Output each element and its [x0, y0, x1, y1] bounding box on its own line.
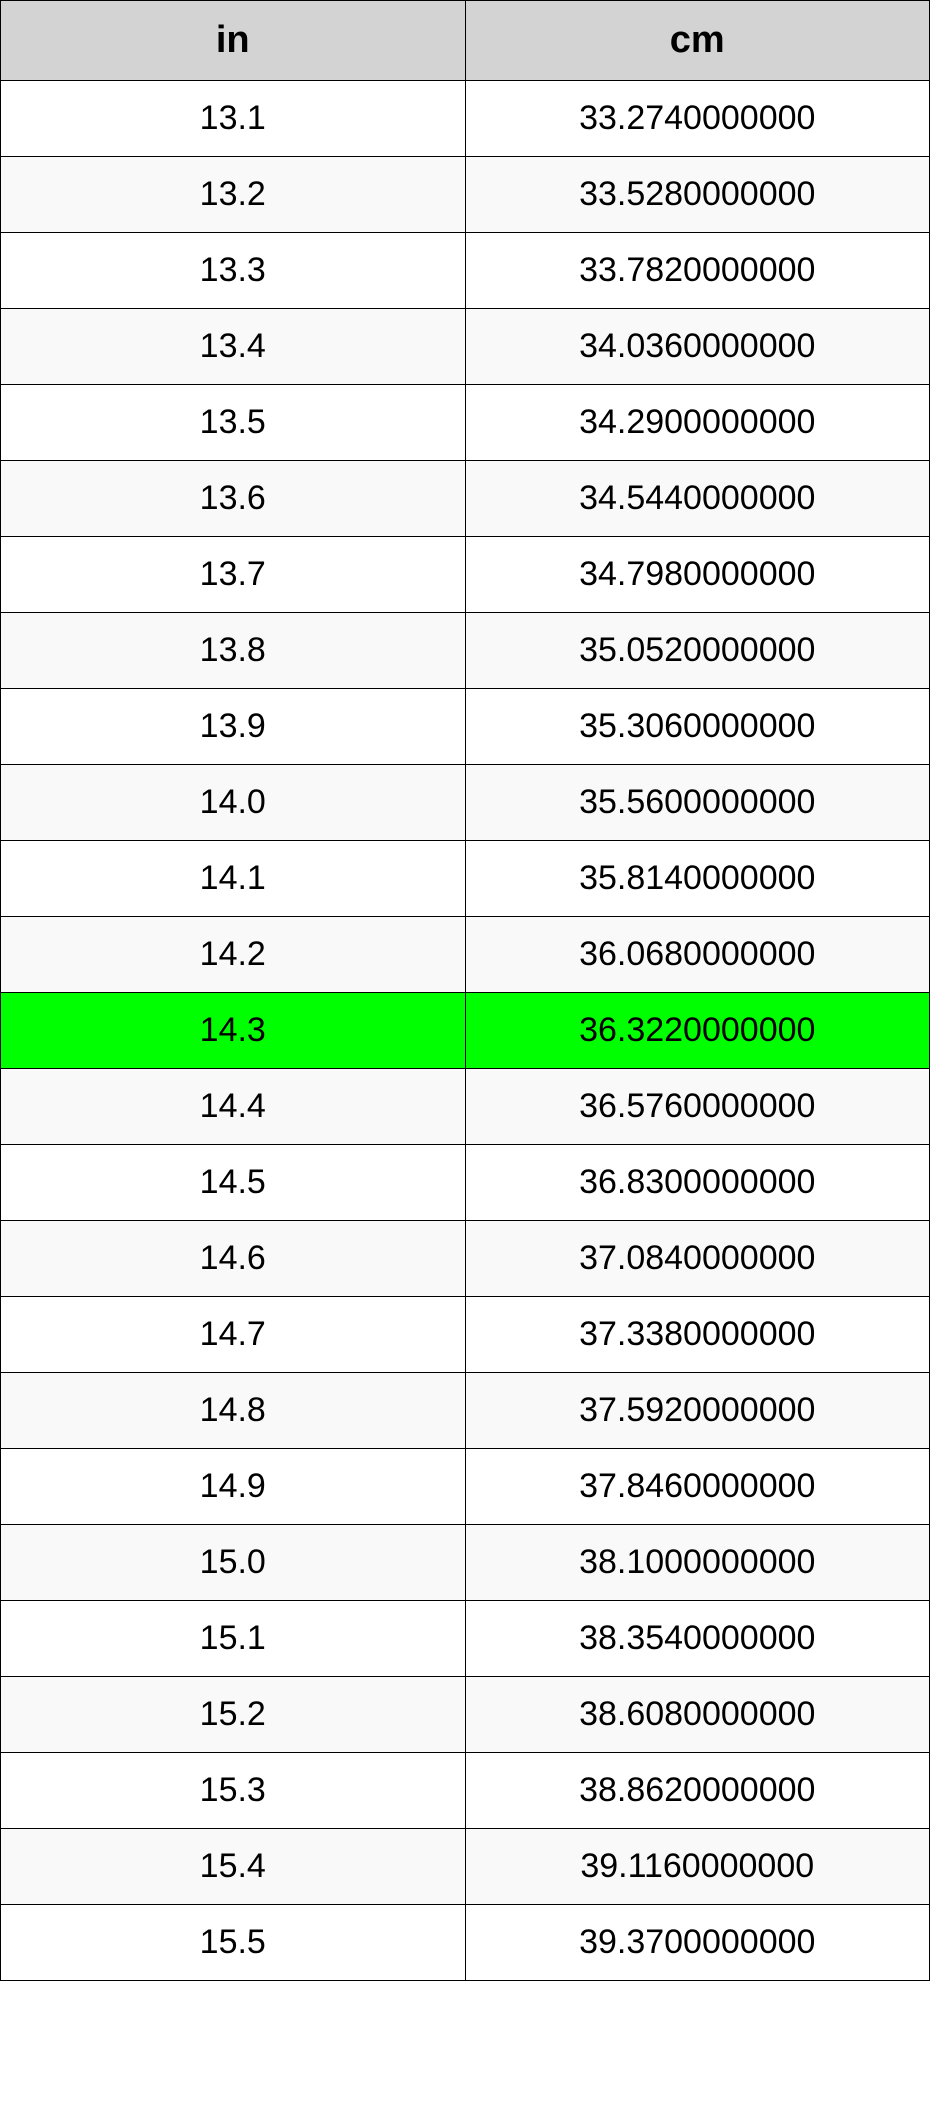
table-row: 13.634.5440000000 [1, 461, 930, 537]
cell-in: 14.1 [1, 841, 466, 917]
cell-in: 14.4 [1, 1069, 466, 1145]
cell-cm: 39.3700000000 [465, 1905, 930, 1981]
cell-in: 14.9 [1, 1449, 466, 1525]
table-row: 13.734.7980000000 [1, 537, 930, 613]
cell-in: 15.1 [1, 1601, 466, 1677]
cell-in: 15.0 [1, 1525, 466, 1601]
table-row: 15.138.3540000000 [1, 1601, 930, 1677]
table-row: 15.238.6080000000 [1, 1677, 930, 1753]
table-row: 14.937.8460000000 [1, 1449, 930, 1525]
cell-cm: 38.1000000000 [465, 1525, 930, 1601]
table-row: 14.436.5760000000 [1, 1069, 930, 1145]
cell-in: 15.3 [1, 1753, 466, 1829]
cell-cm: 34.5440000000 [465, 461, 930, 537]
cell-in: 15.2 [1, 1677, 466, 1753]
cell-cm: 33.5280000000 [465, 157, 930, 233]
table-row: 14.737.3380000000 [1, 1297, 930, 1373]
table-row: 13.333.7820000000 [1, 233, 930, 309]
table-row: 14.135.8140000000 [1, 841, 930, 917]
cell-in: 13.7 [1, 537, 466, 613]
cell-in: 15.4 [1, 1829, 466, 1905]
cell-in: 14.2 [1, 917, 466, 993]
cell-in: 13.8 [1, 613, 466, 689]
table-row: 15.338.8620000000 [1, 1753, 930, 1829]
cell-cm: 36.8300000000 [465, 1145, 930, 1221]
cell-cm: 37.5920000000 [465, 1373, 930, 1449]
conversion-table: in cm 13.133.274000000013.233.5280000000… [0, 0, 930, 1981]
cell-cm: 38.6080000000 [465, 1677, 930, 1753]
table-row: 13.133.2740000000 [1, 81, 930, 157]
table-row: 14.336.3220000000 [1, 993, 930, 1069]
cell-in: 14.0 [1, 765, 466, 841]
table-header-row: in cm [1, 1, 930, 81]
cell-in: 13.1 [1, 81, 466, 157]
cell-cm: 37.8460000000 [465, 1449, 930, 1525]
table-row: 15.539.3700000000 [1, 1905, 930, 1981]
column-header-cm: cm [465, 1, 930, 81]
table-row: 14.035.5600000000 [1, 765, 930, 841]
table-body: 13.133.274000000013.233.528000000013.333… [1, 81, 930, 1981]
cell-cm: 39.1160000000 [465, 1829, 930, 1905]
cell-in: 14.5 [1, 1145, 466, 1221]
cell-cm: 38.8620000000 [465, 1753, 930, 1829]
cell-cm: 33.2740000000 [465, 81, 930, 157]
cell-in: 13.9 [1, 689, 466, 765]
table-row: 14.536.8300000000 [1, 1145, 930, 1221]
cell-cm: 35.8140000000 [465, 841, 930, 917]
table-row: 14.637.0840000000 [1, 1221, 930, 1297]
cell-in: 14.3 [1, 993, 466, 1069]
cell-cm: 37.3380000000 [465, 1297, 930, 1373]
cell-in: 14.8 [1, 1373, 466, 1449]
table-row: 15.038.1000000000 [1, 1525, 930, 1601]
cell-cm: 36.5760000000 [465, 1069, 930, 1145]
column-header-in: in [1, 1, 466, 81]
cell-in: 13.4 [1, 309, 466, 385]
cell-in: 13.6 [1, 461, 466, 537]
cell-cm: 36.3220000000 [465, 993, 930, 1069]
cell-cm: 33.7820000000 [465, 233, 930, 309]
cell-in: 13.2 [1, 157, 466, 233]
cell-cm: 35.5600000000 [465, 765, 930, 841]
cell-cm: 37.0840000000 [465, 1221, 930, 1297]
cell-in: 14.6 [1, 1221, 466, 1297]
cell-in: 14.7 [1, 1297, 466, 1373]
table-row: 13.434.0360000000 [1, 309, 930, 385]
cell-in: 15.5 [1, 1905, 466, 1981]
table-row: 13.835.0520000000 [1, 613, 930, 689]
cell-cm: 35.3060000000 [465, 689, 930, 765]
table-row: 15.439.1160000000 [1, 1829, 930, 1905]
table-row: 14.236.0680000000 [1, 917, 930, 993]
cell-cm: 34.7980000000 [465, 537, 930, 613]
cell-cm: 36.0680000000 [465, 917, 930, 993]
cell-in: 13.5 [1, 385, 466, 461]
cell-cm: 38.3540000000 [465, 1601, 930, 1677]
table-row: 14.837.5920000000 [1, 1373, 930, 1449]
table-row: 13.935.3060000000 [1, 689, 930, 765]
table-row: 13.233.5280000000 [1, 157, 930, 233]
cell-cm: 34.2900000000 [465, 385, 930, 461]
cell-in: 13.3 [1, 233, 466, 309]
cell-cm: 35.0520000000 [465, 613, 930, 689]
cell-cm: 34.0360000000 [465, 309, 930, 385]
table-row: 13.534.2900000000 [1, 385, 930, 461]
